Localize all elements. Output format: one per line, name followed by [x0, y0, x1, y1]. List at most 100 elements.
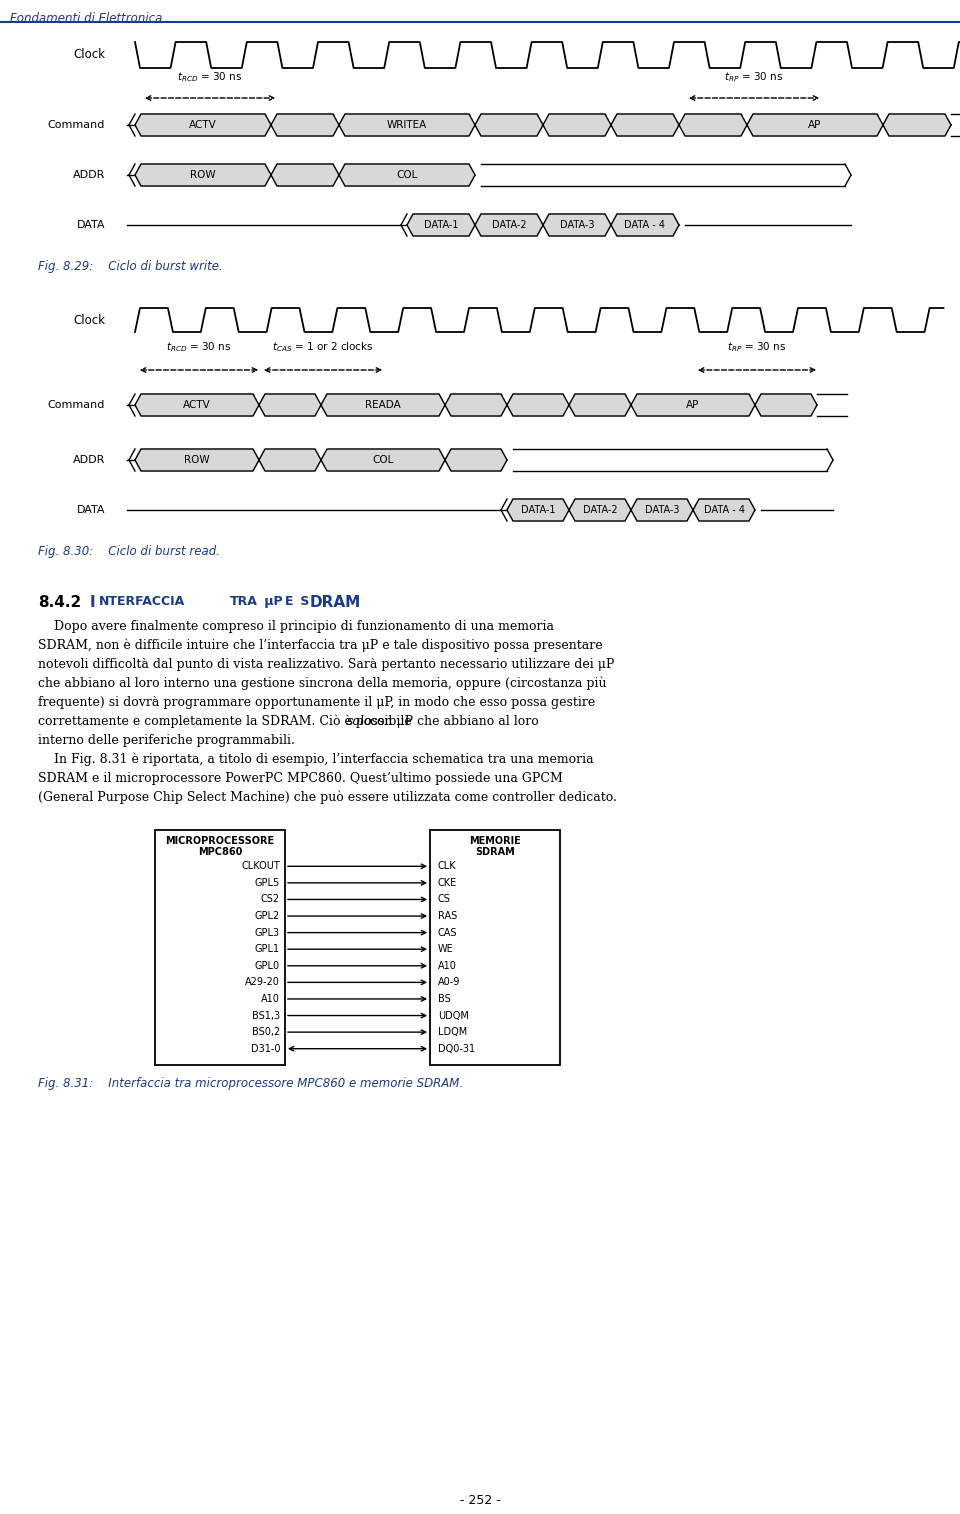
Polygon shape: [693, 500, 755, 521]
Text: Fig. 8.30:    Ciclo di burst read.: Fig. 8.30: Ciclo di burst read.: [38, 545, 220, 559]
Text: $t_{RCD}$ = 30 ns: $t_{RCD}$ = 30 ns: [166, 341, 231, 354]
Text: $t_{RP}$ = 30 ns: $t_{RP}$ = 30 ns: [725, 70, 783, 83]
Text: BS0,2: BS0,2: [252, 1026, 280, 1037]
Text: correttamente e completamente la SDRAM. Ciò è possibile: correttamente e completamente la SDRAM. …: [38, 715, 416, 728]
Polygon shape: [135, 114, 271, 136]
Text: BS: BS: [438, 995, 451, 1004]
Text: DATA-3: DATA-3: [645, 506, 680, 515]
Text: A0-9: A0-9: [438, 978, 461, 987]
Text: interno delle periferiche programmabili.: interno delle periferiche programmabili.: [38, 734, 295, 746]
Text: Command: Command: [48, 120, 105, 130]
Polygon shape: [507, 500, 569, 521]
Text: A10: A10: [438, 961, 457, 970]
Text: Command: Command: [48, 400, 105, 410]
Text: Clock: Clock: [73, 313, 105, 327]
Text: Clock: Clock: [73, 48, 105, 62]
Text: DATA-1: DATA-1: [520, 506, 555, 515]
Polygon shape: [507, 394, 569, 416]
Text: Fig. 8.29:    Ciclo di burst write.: Fig. 8.29: Ciclo di burst write.: [38, 260, 223, 273]
Text: SDRAM, non è difficile intuire che l’interfaccia tra μP e tale dispositivo possa: SDRAM, non è difficile intuire che l’int…: [38, 639, 603, 653]
Text: CLKOUT: CLKOUT: [241, 861, 280, 871]
Polygon shape: [135, 394, 259, 416]
Text: ADDR: ADDR: [73, 456, 105, 465]
Polygon shape: [271, 164, 339, 186]
Text: con μP che abbiano al loro: con μP che abbiano al loro: [366, 715, 539, 728]
Text: ACTV: ACTV: [189, 120, 217, 130]
Polygon shape: [543, 114, 611, 136]
Polygon shape: [135, 164, 271, 186]
Polygon shape: [445, 450, 507, 471]
Text: I: I: [90, 595, 96, 610]
Polygon shape: [755, 394, 817, 416]
Text: GPL0: GPL0: [254, 961, 280, 970]
Text: S: S: [296, 595, 309, 609]
Text: frequente) si dovrà programmare opportunamente il μP, in modo che esso possa ges: frequente) si dovrà programmare opportun…: [38, 696, 595, 709]
Text: AP: AP: [686, 400, 700, 410]
Polygon shape: [135, 450, 259, 471]
Text: $t_{RP}$ = 30 ns: $t_{RP}$ = 30 ns: [728, 341, 786, 354]
Text: BS1,3: BS1,3: [252, 1010, 280, 1020]
Text: CLK: CLK: [438, 861, 457, 871]
Text: SDRAM e il microprocessore PowerPC MPC860. Quest’ultimo possiede una GPCM: SDRAM e il microprocessore PowerPC MPC86…: [38, 772, 563, 784]
Text: UDQM: UDQM: [438, 1010, 468, 1020]
Text: SDRAM: SDRAM: [475, 846, 515, 857]
Text: (General Purpose Chip Select Machine) che può essere utilizzata come controller : (General Purpose Chip Select Machine) ch…: [38, 790, 617, 804]
Polygon shape: [631, 394, 755, 416]
Text: DATA-2: DATA-2: [583, 506, 617, 515]
Text: GPL5: GPL5: [254, 878, 280, 887]
Text: MPC860: MPC860: [198, 846, 242, 857]
Polygon shape: [475, 114, 543, 136]
Polygon shape: [611, 213, 679, 236]
Polygon shape: [259, 450, 321, 471]
Text: In Fig. 8.31 è riportata, a titolo di esempio, l’interfaccia schematica tra una : In Fig. 8.31 è riportata, a titolo di es…: [38, 752, 593, 766]
Text: DATA-1: DATA-1: [423, 220, 458, 230]
Polygon shape: [339, 164, 475, 186]
Text: WE: WE: [438, 945, 454, 954]
Text: AP: AP: [808, 120, 822, 130]
Text: $t_{RCD}$ = 30 ns: $t_{RCD}$ = 30 ns: [178, 70, 243, 83]
Polygon shape: [321, 450, 445, 471]
Text: A29-20: A29-20: [245, 978, 280, 987]
Polygon shape: [747, 114, 883, 136]
Text: ROW: ROW: [190, 170, 216, 180]
Text: ROW: ROW: [184, 456, 210, 465]
Text: solo: solo: [348, 715, 372, 728]
Polygon shape: [339, 114, 475, 136]
Polygon shape: [569, 394, 631, 416]
Text: GPL1: GPL1: [254, 945, 280, 954]
Text: A10: A10: [261, 995, 280, 1004]
Text: CS: CS: [438, 895, 451, 904]
Text: MICROPROCESSORE: MICROPROCESSORE: [165, 836, 275, 846]
Polygon shape: [679, 114, 747, 136]
Bar: [430, 830, 560, 1064]
Text: CAS: CAS: [438, 928, 458, 937]
Polygon shape: [569, 500, 631, 521]
Text: CKE: CKE: [438, 878, 457, 887]
Polygon shape: [445, 394, 507, 416]
Text: DATA - 4: DATA - 4: [625, 220, 665, 230]
Text: Dopo avere finalmente compreso il principio di funzionamento di una memoria: Dopo avere finalmente compreso il princi…: [38, 621, 554, 633]
Text: DQ0-31: DQ0-31: [438, 1043, 475, 1054]
Polygon shape: [475, 213, 543, 236]
Text: μP: μP: [260, 595, 287, 609]
Text: DATA: DATA: [77, 506, 105, 515]
Text: 8.4.2: 8.4.2: [38, 595, 82, 610]
Text: MEMORIE: MEMORIE: [469, 836, 521, 846]
Text: Fig. 8.31:    Interfaccia tra microprocessore MPC860 e memorie SDRAM.: Fig. 8.31: Interfaccia tra microprocesso…: [38, 1076, 463, 1090]
Text: E: E: [285, 595, 294, 609]
Text: ACTV: ACTV: [183, 400, 211, 410]
Text: CS2: CS2: [261, 895, 280, 904]
Text: WRITEA: WRITEA: [387, 120, 427, 130]
Text: che abbiano al loro interno una gestione sincrona della memoria, oppure (circost: che abbiano al loro interno una gestione…: [38, 677, 607, 690]
Text: COL: COL: [396, 170, 418, 180]
Text: Fondamenti di Elettronica: Fondamenti di Elettronica: [10, 12, 162, 26]
Text: DRAM: DRAM: [310, 595, 361, 610]
Text: NTERFACCIA: NTERFACCIA: [99, 595, 185, 609]
Text: LDQM: LDQM: [438, 1026, 468, 1037]
Text: GPL2: GPL2: [254, 911, 280, 921]
Text: COL: COL: [372, 456, 394, 465]
Polygon shape: [321, 394, 445, 416]
Polygon shape: [883, 114, 951, 136]
Text: DATA: DATA: [77, 220, 105, 230]
Polygon shape: [259, 394, 321, 416]
